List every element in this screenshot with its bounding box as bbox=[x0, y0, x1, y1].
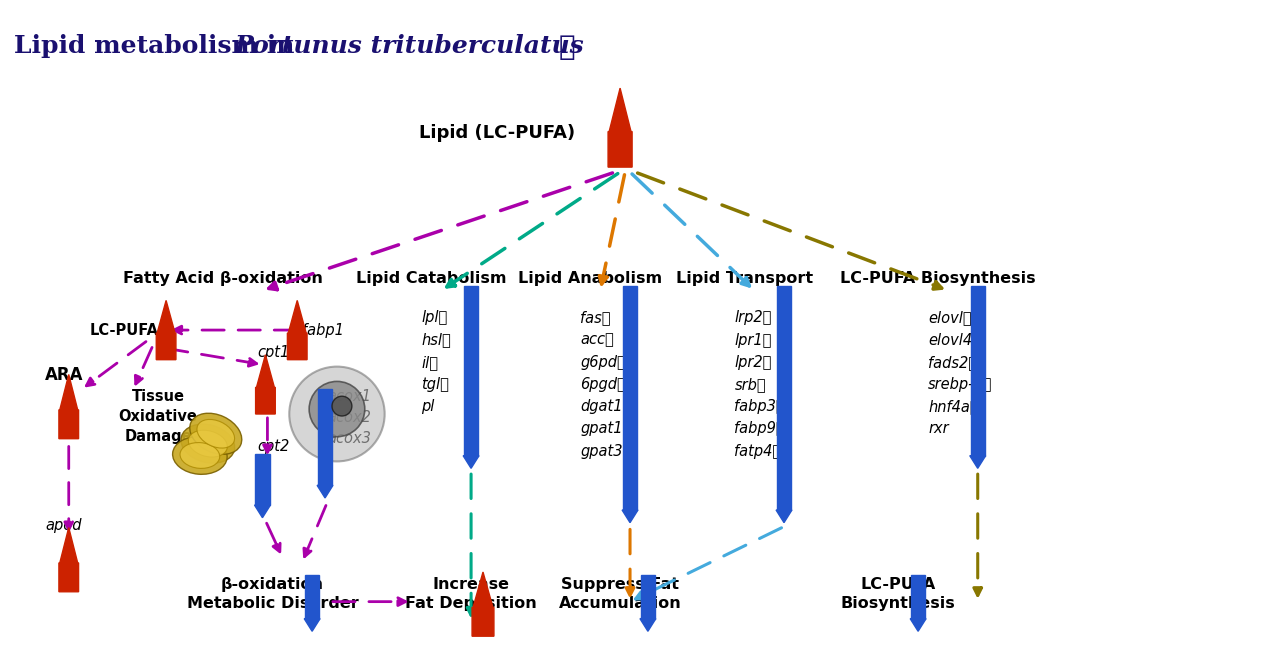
Text: Fatty Acid β-oxidation: Fatty Acid β-oxidation bbox=[123, 271, 322, 285]
Polygon shape bbox=[970, 456, 985, 468]
FancyArrowPatch shape bbox=[600, 175, 624, 284]
Bar bbox=[255, 454, 270, 505]
FancyArrowPatch shape bbox=[631, 174, 749, 286]
Polygon shape bbox=[623, 510, 638, 523]
Text: Tissue
Oxidative
Damage: Tissue Oxidative Damage bbox=[119, 389, 198, 444]
Text: Lipid Anabolism: Lipid Anabolism bbox=[519, 271, 662, 285]
Polygon shape bbox=[472, 572, 495, 636]
Polygon shape bbox=[463, 456, 479, 468]
Text: cpt1: cpt1 bbox=[257, 344, 290, 360]
Polygon shape bbox=[256, 354, 275, 414]
Ellipse shape bbox=[180, 443, 219, 468]
Text: ∶: ∶ bbox=[558, 34, 576, 61]
Circle shape bbox=[332, 396, 351, 416]
FancyArrowPatch shape bbox=[86, 342, 146, 386]
Text: fabp1: fabp1 bbox=[302, 322, 344, 338]
Text: Suppress Fat
Accumulation: Suppress Fat Accumulation bbox=[559, 577, 681, 610]
FancyArrowPatch shape bbox=[174, 326, 297, 334]
Text: LC-PUFA Biosynthesis: LC-PUFA Biosynthesis bbox=[841, 271, 1036, 285]
Text: Increase
Fat Deposition: Increase Fat Deposition bbox=[406, 577, 536, 610]
Ellipse shape bbox=[189, 430, 227, 457]
Bar bbox=[623, 285, 638, 510]
Polygon shape bbox=[304, 618, 320, 631]
FancyArrowPatch shape bbox=[304, 505, 326, 557]
FancyArrowPatch shape bbox=[65, 446, 72, 529]
Text: ARA: ARA bbox=[44, 366, 82, 385]
FancyArrowPatch shape bbox=[626, 529, 634, 596]
Text: lrp2、
lpr1、
lpr2、
srb、
fabp3、
fabp9、
fatp4、: lrp2、 lpr1、 lpr2、 srb、 fabp3、 fabp9、 fat… bbox=[734, 310, 785, 458]
Polygon shape bbox=[910, 618, 926, 631]
Polygon shape bbox=[609, 88, 633, 167]
Text: fas、
acc、
g6pd、
6pgd、
dgat1、
gpat1、
gpat3: fas、 acc、 g6pd、 6pgd、 dgat1、 gpat1、 gpat… bbox=[581, 310, 631, 458]
Text: Lipid Catabolism: Lipid Catabolism bbox=[356, 271, 507, 285]
Polygon shape bbox=[255, 505, 270, 518]
Circle shape bbox=[309, 381, 365, 437]
Text: Lipid metabolism in: Lipid metabolism in bbox=[14, 34, 303, 58]
FancyArrowPatch shape bbox=[266, 523, 280, 552]
Polygon shape bbox=[58, 527, 79, 592]
FancyArrowPatch shape bbox=[638, 173, 942, 289]
Polygon shape bbox=[156, 300, 176, 360]
Polygon shape bbox=[288, 300, 307, 360]
Ellipse shape bbox=[172, 437, 227, 474]
Circle shape bbox=[289, 366, 384, 462]
FancyArrowPatch shape bbox=[136, 348, 152, 384]
Text: elovl、
elovl4、
fads2、
srebp-1、
hnf4a、
rxr: elovl、 elovl4、 fads2、 srebp-1、 hnf4a、 rx… bbox=[928, 310, 993, 436]
Text: Lipid (LC-PUFA): Lipid (LC-PUFA) bbox=[420, 123, 576, 141]
Text: LC-PUFA: LC-PUFA bbox=[89, 322, 158, 338]
Bar bbox=[306, 575, 320, 618]
FancyArrowPatch shape bbox=[635, 528, 781, 599]
FancyArrowPatch shape bbox=[264, 418, 271, 452]
FancyArrowPatch shape bbox=[166, 348, 256, 366]
Text: cpt2: cpt2 bbox=[257, 438, 290, 454]
Polygon shape bbox=[58, 375, 79, 439]
FancyArrowPatch shape bbox=[467, 474, 476, 615]
FancyArrowPatch shape bbox=[974, 474, 981, 596]
Polygon shape bbox=[776, 510, 792, 523]
FancyArrowPatch shape bbox=[332, 598, 406, 606]
Bar bbox=[970, 285, 985, 456]
Text: Portunus trituberculatus: Portunus trituberculatus bbox=[235, 34, 585, 58]
Text: apod: apod bbox=[46, 517, 82, 533]
Ellipse shape bbox=[197, 419, 235, 448]
Polygon shape bbox=[317, 485, 333, 498]
Text: lpl、
hsl、
il、
tgl、
pl: lpl、 hsl、 il、 tgl、 pl bbox=[421, 310, 451, 414]
Text: acox1
acox2
acox3: acox1 acox2 acox3 bbox=[327, 389, 372, 446]
Polygon shape bbox=[640, 618, 656, 631]
Ellipse shape bbox=[190, 413, 242, 454]
FancyArrowPatch shape bbox=[446, 174, 618, 287]
Bar bbox=[910, 575, 926, 618]
Bar bbox=[464, 285, 478, 456]
Text: LC-PUFA
Biosynthesis: LC-PUFA Biosynthesis bbox=[841, 577, 956, 610]
Bar bbox=[318, 389, 332, 485]
Ellipse shape bbox=[181, 424, 235, 463]
Bar bbox=[777, 285, 791, 510]
Text: Lipid Transport: Lipid Transport bbox=[676, 271, 813, 285]
Text: β-oxidation
Metabolic Disorder: β-oxidation Metabolic Disorder bbox=[186, 577, 359, 610]
Bar bbox=[640, 575, 656, 618]
FancyArrowPatch shape bbox=[269, 173, 612, 289]
